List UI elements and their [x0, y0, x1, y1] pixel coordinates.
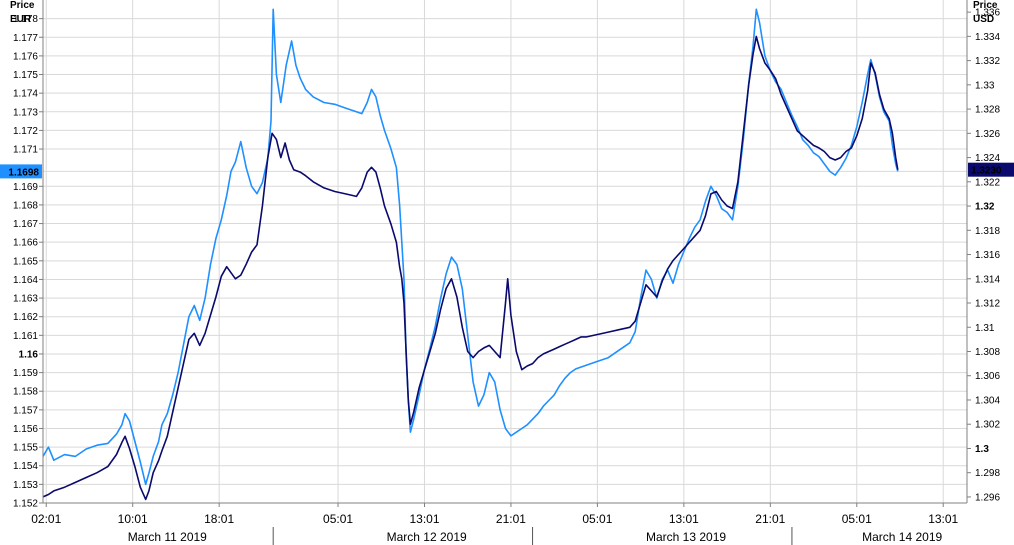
right-tick-label: 1.296: [975, 492, 1000, 503]
right-tick-label: 1.326: [975, 129, 1000, 140]
right-tick-label: 1.304: [975, 395, 1000, 406]
left-tick-label: 1.177: [13, 33, 38, 44]
left-tick-label: 1.178: [13, 14, 38, 25]
right-axis-title-price: Price: [973, 0, 998, 11]
left-tick-label: 1.169: [13, 182, 38, 193]
left-tick-label: 1.159: [13, 368, 38, 379]
x-time-label: 02:01: [31, 512, 61, 526]
series-line-eur: [42, 8, 899, 486]
right-current-value-label: 1.3230: [971, 166, 1002, 177]
right-tick-label: 1.322: [975, 177, 1000, 188]
series-line-usd: [42, 35, 899, 501]
left-tick-label: 1.158: [13, 387, 38, 398]
right-tick-label: 1.316: [975, 250, 1000, 261]
left-axis-title-price: Price: [10, 0, 35, 11]
left-current-value-badge: [0, 164, 42, 179]
right-tick-label: 1.302: [975, 420, 1000, 431]
series-lines: [42, 8, 899, 501]
day-separators: [272, 527, 793, 545]
right-tick-label: 1.336: [975, 8, 1000, 19]
right-tick-label: 1.3: [975, 444, 989, 455]
x-time-label: 18:01: [204, 512, 234, 526]
left-tick-label: 1.153: [13, 480, 38, 491]
x-date-label: March 12 2019: [387, 530, 467, 544]
right-tick-label: 1.31: [975, 323, 995, 334]
x-time-label: 13:01: [928, 512, 958, 526]
x-time-label: 21:01: [496, 512, 526, 526]
left-tick-label: 1.162: [13, 312, 38, 323]
left-axis-title-currency: EUR: [10, 14, 32, 25]
left-tick-label: 1.155: [13, 443, 38, 454]
right-tick-label: 1.298: [975, 468, 1000, 479]
left-tick-label: 1.173: [13, 107, 38, 118]
right-axis-title-currency: USD: [973, 14, 994, 25]
right-tick-label: 1.33: [975, 80, 995, 91]
right-current-value-badge: [968, 162, 1014, 177]
left-tick-label: 1.168: [13, 200, 38, 211]
left-tick-label: 1.161: [13, 331, 38, 342]
left-tick-label: 1.175: [13, 70, 38, 81]
left-current-value-label: 1.1698: [8, 167, 39, 178]
left-tick-label: 1.164: [13, 275, 38, 286]
right-tick-label: 1.318: [975, 226, 1000, 237]
left-tick-label: 1.165: [13, 256, 38, 267]
left-tick-label: 1.152: [13, 499, 38, 510]
left-tick-label: 1.172: [13, 126, 38, 137]
left-tick-label: 1.174: [13, 89, 38, 100]
right-tick-label: 1.328: [975, 105, 1000, 116]
right-tick-label: 1.306: [975, 371, 1000, 382]
left-tick-label: 1.171: [13, 145, 38, 156]
left-tick-label: 1.176: [13, 51, 38, 62]
right-tick-label: 1.324: [975, 153, 1000, 164]
left-tick-label: 1.156: [13, 424, 38, 435]
right-tick-label: 1.32: [975, 202, 995, 213]
x-date-label: March 13 2019: [646, 530, 726, 544]
left-tick-label: 1.167: [13, 219, 38, 230]
right-tick-label: 1.314: [975, 274, 1000, 285]
right-tick-label: 1.312: [975, 299, 1000, 310]
left-tick-label: 1.166: [13, 238, 38, 249]
right-tick-label: 1.332: [975, 56, 1000, 67]
left-tick-label: 1.16: [19, 349, 39, 360]
left-tick-label: 1.154: [13, 461, 38, 472]
x-time-label: 05:01: [323, 512, 353, 526]
left-tick-label: 1.163: [13, 294, 38, 305]
x-time-label: 13:01: [409, 512, 439, 526]
grid-lines: [43, 0, 967, 504]
left-tick-label: 1.157: [13, 405, 38, 416]
x-time-label: 13:01: [669, 512, 699, 526]
x-date-label: March 11 2019: [128, 530, 207, 544]
x-time-label: 05:01: [582, 512, 612, 526]
x-date-label: March 14 2019: [862, 530, 942, 544]
right-tick-label: 1.334: [975, 32, 1000, 43]
x-time-label: 10:01: [118, 512, 148, 526]
right-tick-label: 1.308: [975, 347, 1000, 358]
x-time-label: 21:01: [755, 512, 785, 526]
x-time-label: 05:01: [842, 512, 872, 526]
